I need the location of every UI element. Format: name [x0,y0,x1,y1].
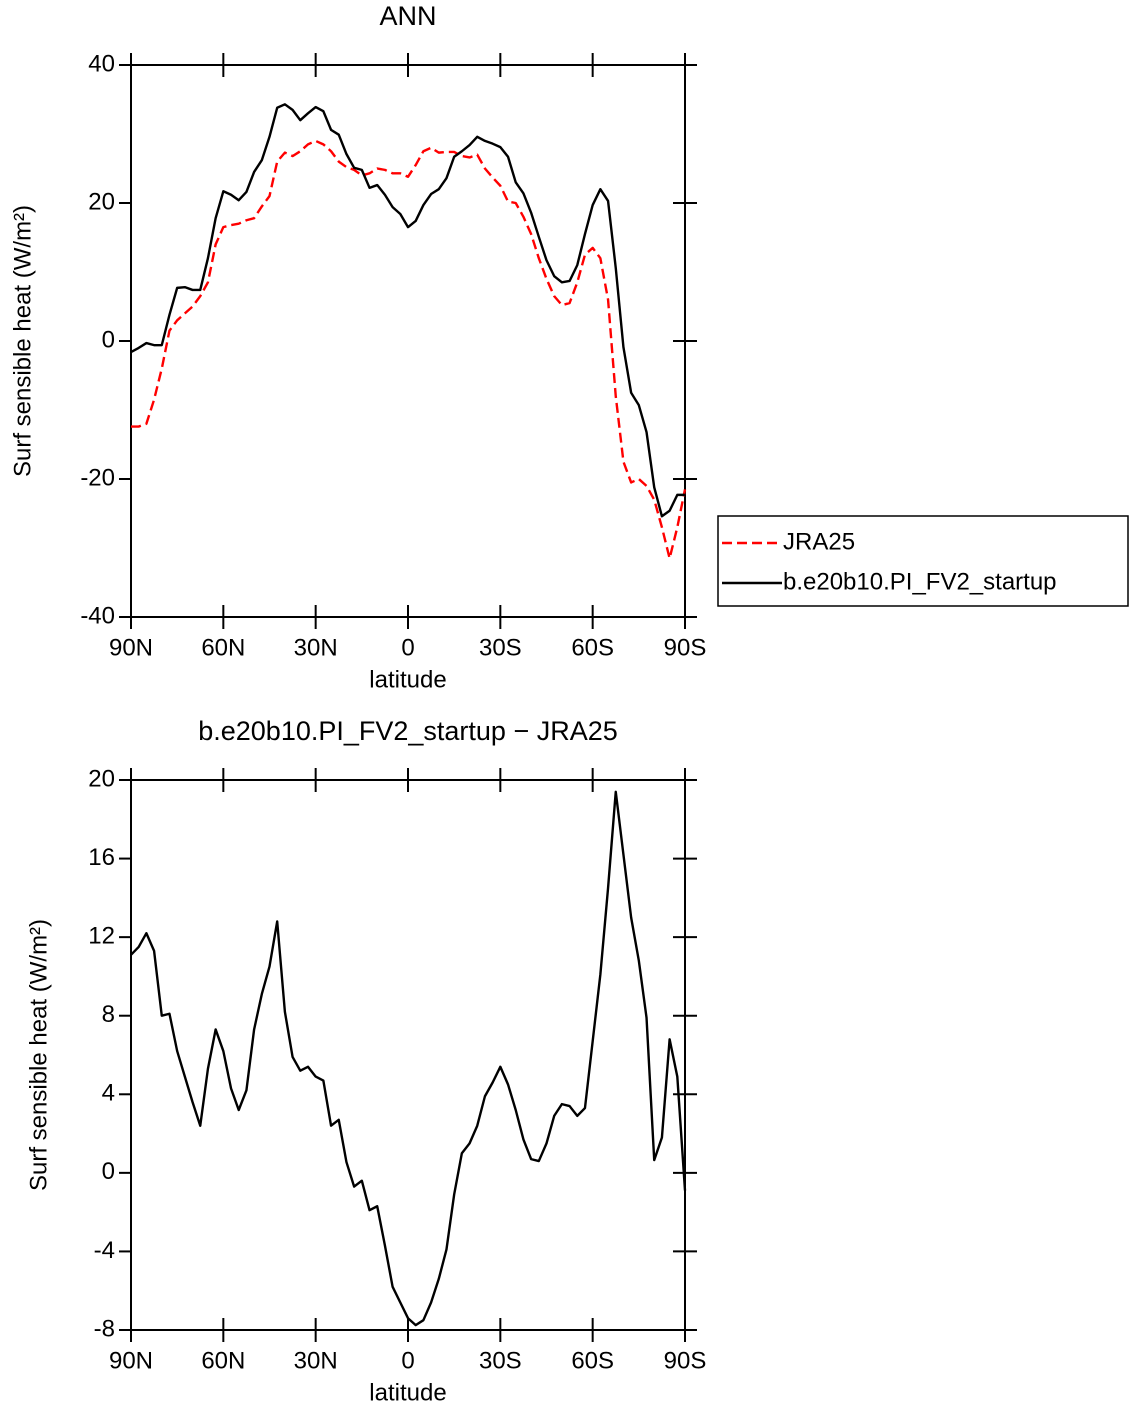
legend-box [717,515,1129,607]
x-tick-label: 0 [401,1347,414,1374]
data-line [130,790,687,1327]
y-tick-label: 40 [88,50,115,77]
y-tick-label: 20 [88,765,115,792]
y-tick-label: 16 [88,844,115,871]
x-tick-label: 90S [664,1347,707,1374]
x-tick-label: 60N [201,634,245,661]
x-tick-label: 60S [571,1347,614,1374]
x-tick-label: 90S [664,634,707,661]
x-tick-label: 30N [294,1347,338,1374]
y-tick-label: 12 [88,922,115,949]
y-axis-label: Surf sensible heat (W/m²) [9,205,36,477]
chart-title: ANN [379,1,436,31]
y-tick-label: 0 [102,326,115,353]
y-tick-label: 4 [102,1080,115,1107]
y-axis-label: Surf sensible heat (W/m²) [25,919,52,1191]
x-axis-label: latitude [369,1379,446,1406]
y-tick-label: -20 [80,464,115,491]
plot-frame [130,779,686,1331]
x-tick-label: 60N [201,1347,245,1374]
x-tick-label: 90N [109,1347,153,1374]
data-line [131,139,687,560]
y-tick-label: -8 [94,1315,115,1342]
y-tick-label: 20 [88,188,115,215]
y-tick-label: -40 [80,602,115,629]
x-tick-label: 30S [479,1347,522,1374]
data-line [130,103,685,518]
x-tick-label: 30S [479,634,522,661]
legend-label: JRA25 [783,528,855,555]
x-tick-label: 30N [294,634,338,661]
x-axis-label: latitude [369,666,446,693]
chart-title: b.e20b10.PI_FV2_startup − JRA25 [198,716,618,746]
y-tick-label: 0 [102,1158,115,1185]
legend-label: b.e20b10.PI_FV2_startup [783,568,1057,595]
y-tick-label: 8 [102,1001,115,1028]
x-tick-label: 0 [401,634,414,661]
y-tick-label: -4 [94,1237,115,1264]
plot-frame [130,64,686,618]
x-tick-label: 90N [109,634,153,661]
x-tick-label: 60S [571,634,614,661]
